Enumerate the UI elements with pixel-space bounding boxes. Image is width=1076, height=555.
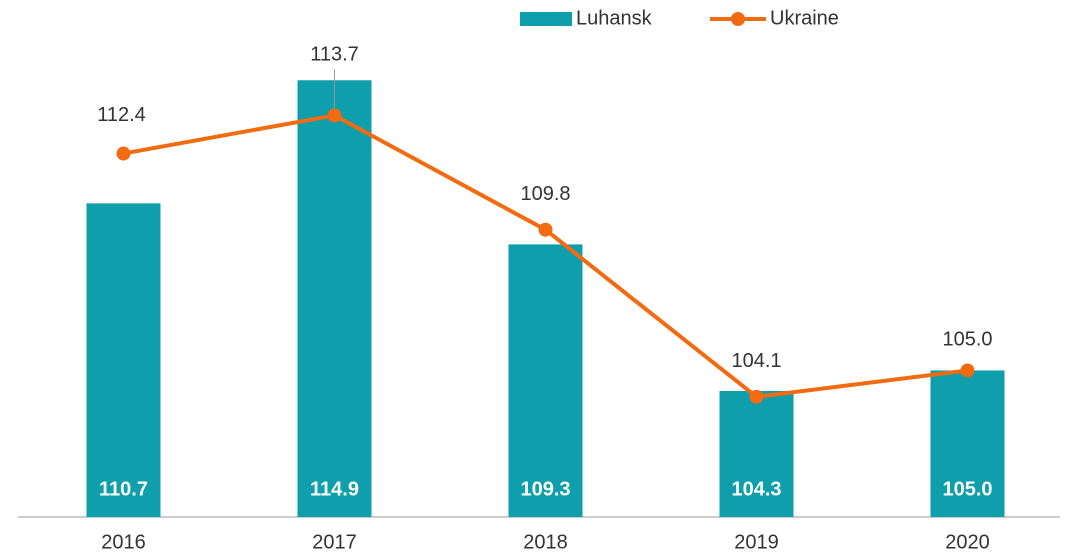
legend-label: Luhansk — [576, 7, 653, 29]
bar-label: 104.3 — [731, 478, 781, 500]
x-tick-label: 2019 — [734, 531, 779, 553]
line-point — [116, 146, 131, 161]
bar — [930, 370, 1005, 517]
legend-swatch — [731, 12, 745, 26]
x-tick-label: 2016 — [101, 531, 146, 553]
legend-label: Ukraine — [770, 7, 839, 29]
line-label: 113.7 — [310, 44, 359, 66]
x-tick-label: 2017 — [312, 531, 357, 553]
bar-label: 105.0 — [942, 478, 992, 500]
line-point — [327, 108, 342, 123]
line-point — [960, 363, 975, 378]
x-tick-label: 2020 — [945, 531, 990, 553]
bar — [508, 244, 583, 518]
bar-label: 110.7 — [99, 478, 148, 500]
line-label: 112.4 — [97, 104, 146, 126]
bar — [297, 80, 372, 518]
bar — [719, 390, 794, 517]
line-label: 109.8 — [520, 183, 570, 205]
x-tick-label: 2018 — [523, 531, 568, 553]
bar-label: 109.3 — [520, 478, 570, 500]
line-label: 104.1 — [731, 350, 781, 372]
line-point — [538, 222, 553, 237]
legend-swatch — [520, 12, 572, 26]
bar — [86, 203, 161, 517]
bar-label: 114.9 — [310, 478, 359, 500]
line-point — [749, 389, 764, 404]
line-label: 105.0 — [942, 329, 992, 351]
